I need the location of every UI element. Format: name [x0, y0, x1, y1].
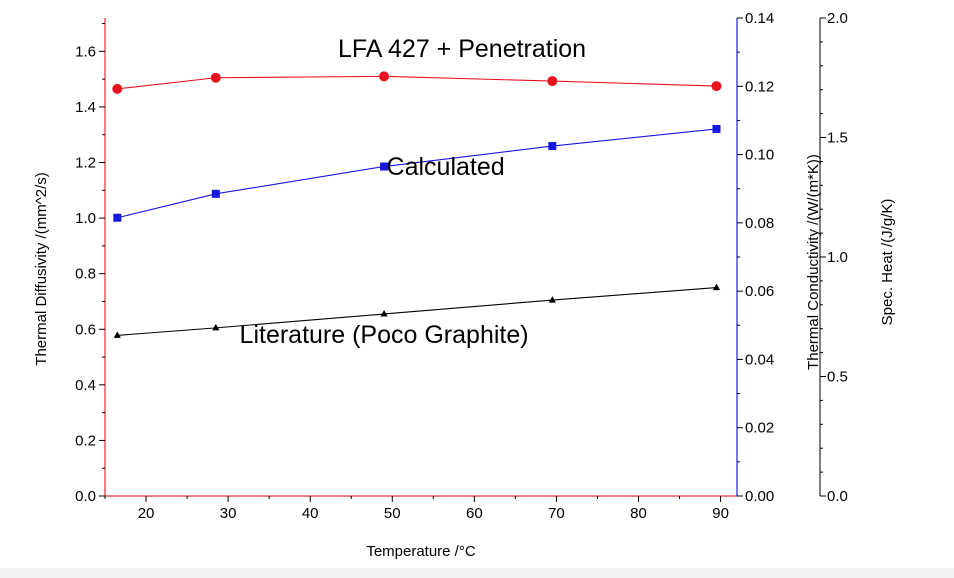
- y-left-tick-label: 0.8: [75, 266, 96, 283]
- y-right1-tick-label: 0.10: [745, 147, 774, 164]
- y-right2-tick-label: 1.5: [827, 130, 848, 147]
- y-left-tick-label: 0.4: [75, 377, 96, 394]
- y-left-tick-label: 1.0: [75, 210, 96, 227]
- data-point-calculated: [548, 142, 557, 151]
- y-left-tick-label: 0.6: [75, 321, 96, 338]
- y-right1-tick-label: 0.06: [745, 283, 774, 300]
- bottom-band: [0, 568, 954, 578]
- data-point-literature-poco-graphite: [712, 283, 721, 291]
- data-point-lfa-427-penetration: [112, 83, 123, 94]
- annotation-3: Literature (Poco Graphite): [240, 321, 529, 349]
- y-left-tick-label: 1.2: [75, 155, 96, 172]
- x-tick-label: 40: [302, 505, 319, 522]
- annotation-1: LFA 427 + Penetration: [338, 35, 586, 63]
- y-right2-tick-label: 0.0: [827, 488, 848, 505]
- x-tick-label: 20: [138, 505, 155, 522]
- y-left-tick-label: 1.4: [75, 99, 96, 116]
- annotation-2: Calculated: [387, 153, 505, 181]
- data-point-calculated: [380, 162, 389, 171]
- data-point-calculated: [211, 189, 220, 198]
- y-right1-axis-title: Thermal Conductivity /(W/(m*K)): [805, 154, 822, 370]
- y-right2-tick-label: 1.0: [827, 249, 848, 266]
- y-right1-tick-label: 0.02: [745, 420, 774, 437]
- y-right2-tick-label: 2.0: [827, 10, 848, 27]
- y-left-axis-title: Thermal Diffusivity /(mm^2/s): [33, 172, 50, 365]
- x-tick-label: 80: [630, 505, 647, 522]
- y-left-tick-label: 1.6: [75, 43, 96, 60]
- x-tick-label: 90: [712, 505, 729, 522]
- data-point-lfa-427-penetration: [379, 71, 390, 82]
- y-right1-tick-label: 0.00: [745, 488, 774, 505]
- data-point-literature-poco-graphite: [380, 309, 388, 317]
- x-tick-label: 70: [548, 505, 565, 522]
- x-tick-label: 50: [384, 505, 401, 522]
- x-tick-label: 30: [220, 505, 237, 522]
- data-point-calculated: [712, 124, 721, 133]
- data-point-lfa-427-penetration: [210, 72, 221, 83]
- y-right2-axis-title: Spec. Heat /(J/g/K): [879, 199, 896, 326]
- data-point-lfa-427-penetration: [547, 76, 558, 87]
- series-line-lfa-427-penetration: [117, 75, 717, 90]
- y-right1-tick-label: 0.04: [745, 351, 774, 368]
- y-right2-tick-label: 0.5: [827, 369, 848, 386]
- data-point-literature-poco-graphite: [212, 323, 220, 331]
- y-right1-tick-label: 0.14: [745, 10, 774, 27]
- data-point-literature-poco-graphite: [548, 296, 556, 303]
- y-left-tick-label: 0.2: [75, 432, 96, 449]
- data-point-literature-poco-graphite: [113, 331, 121, 338]
- y-right1-tick-label: 0.08: [745, 215, 774, 232]
- y-right1-tick-label: 0.12: [745, 78, 774, 95]
- data-point-lfa-427-penetration: [711, 81, 722, 92]
- data-point-calculated: [113, 213, 122, 222]
- y-left-tick-label: 0.0: [75, 488, 96, 505]
- x-axis-title: Temperature /°C: [366, 543, 476, 560]
- x-tick-label: 60: [466, 505, 483, 522]
